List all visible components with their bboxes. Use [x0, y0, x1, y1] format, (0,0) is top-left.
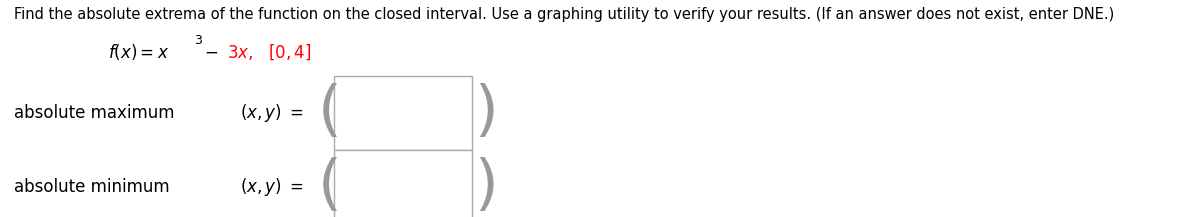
Text: $3x,$: $3x,$	[227, 43, 253, 62]
Text: $(x, y)\ =$: $(x, y)\ =$	[240, 102, 304, 124]
Text: (: (	[318, 83, 342, 142]
Text: $-$: $-$	[204, 43, 218, 61]
Text: (: (	[318, 157, 342, 216]
Text: absolute minimum: absolute minimum	[14, 178, 170, 196]
Text: $(x, y)\ =$: $(x, y)\ =$	[240, 176, 304, 198]
FancyBboxPatch shape	[334, 150, 472, 217]
Text: Find the absolute extrema of the function on the closed interval. Use a graphing: Find the absolute extrema of the functio…	[14, 7, 1115, 21]
Text: $3$: $3$	[194, 34, 203, 47]
Text: absolute maximum: absolute maximum	[14, 104, 175, 122]
Text: ): )	[474, 83, 498, 142]
FancyBboxPatch shape	[334, 76, 472, 150]
Text: ): )	[474, 157, 498, 216]
Text: $[0, 4]$: $[0, 4]$	[268, 42, 311, 62]
Text: $f(x) = x$: $f(x) = x$	[108, 42, 169, 62]
